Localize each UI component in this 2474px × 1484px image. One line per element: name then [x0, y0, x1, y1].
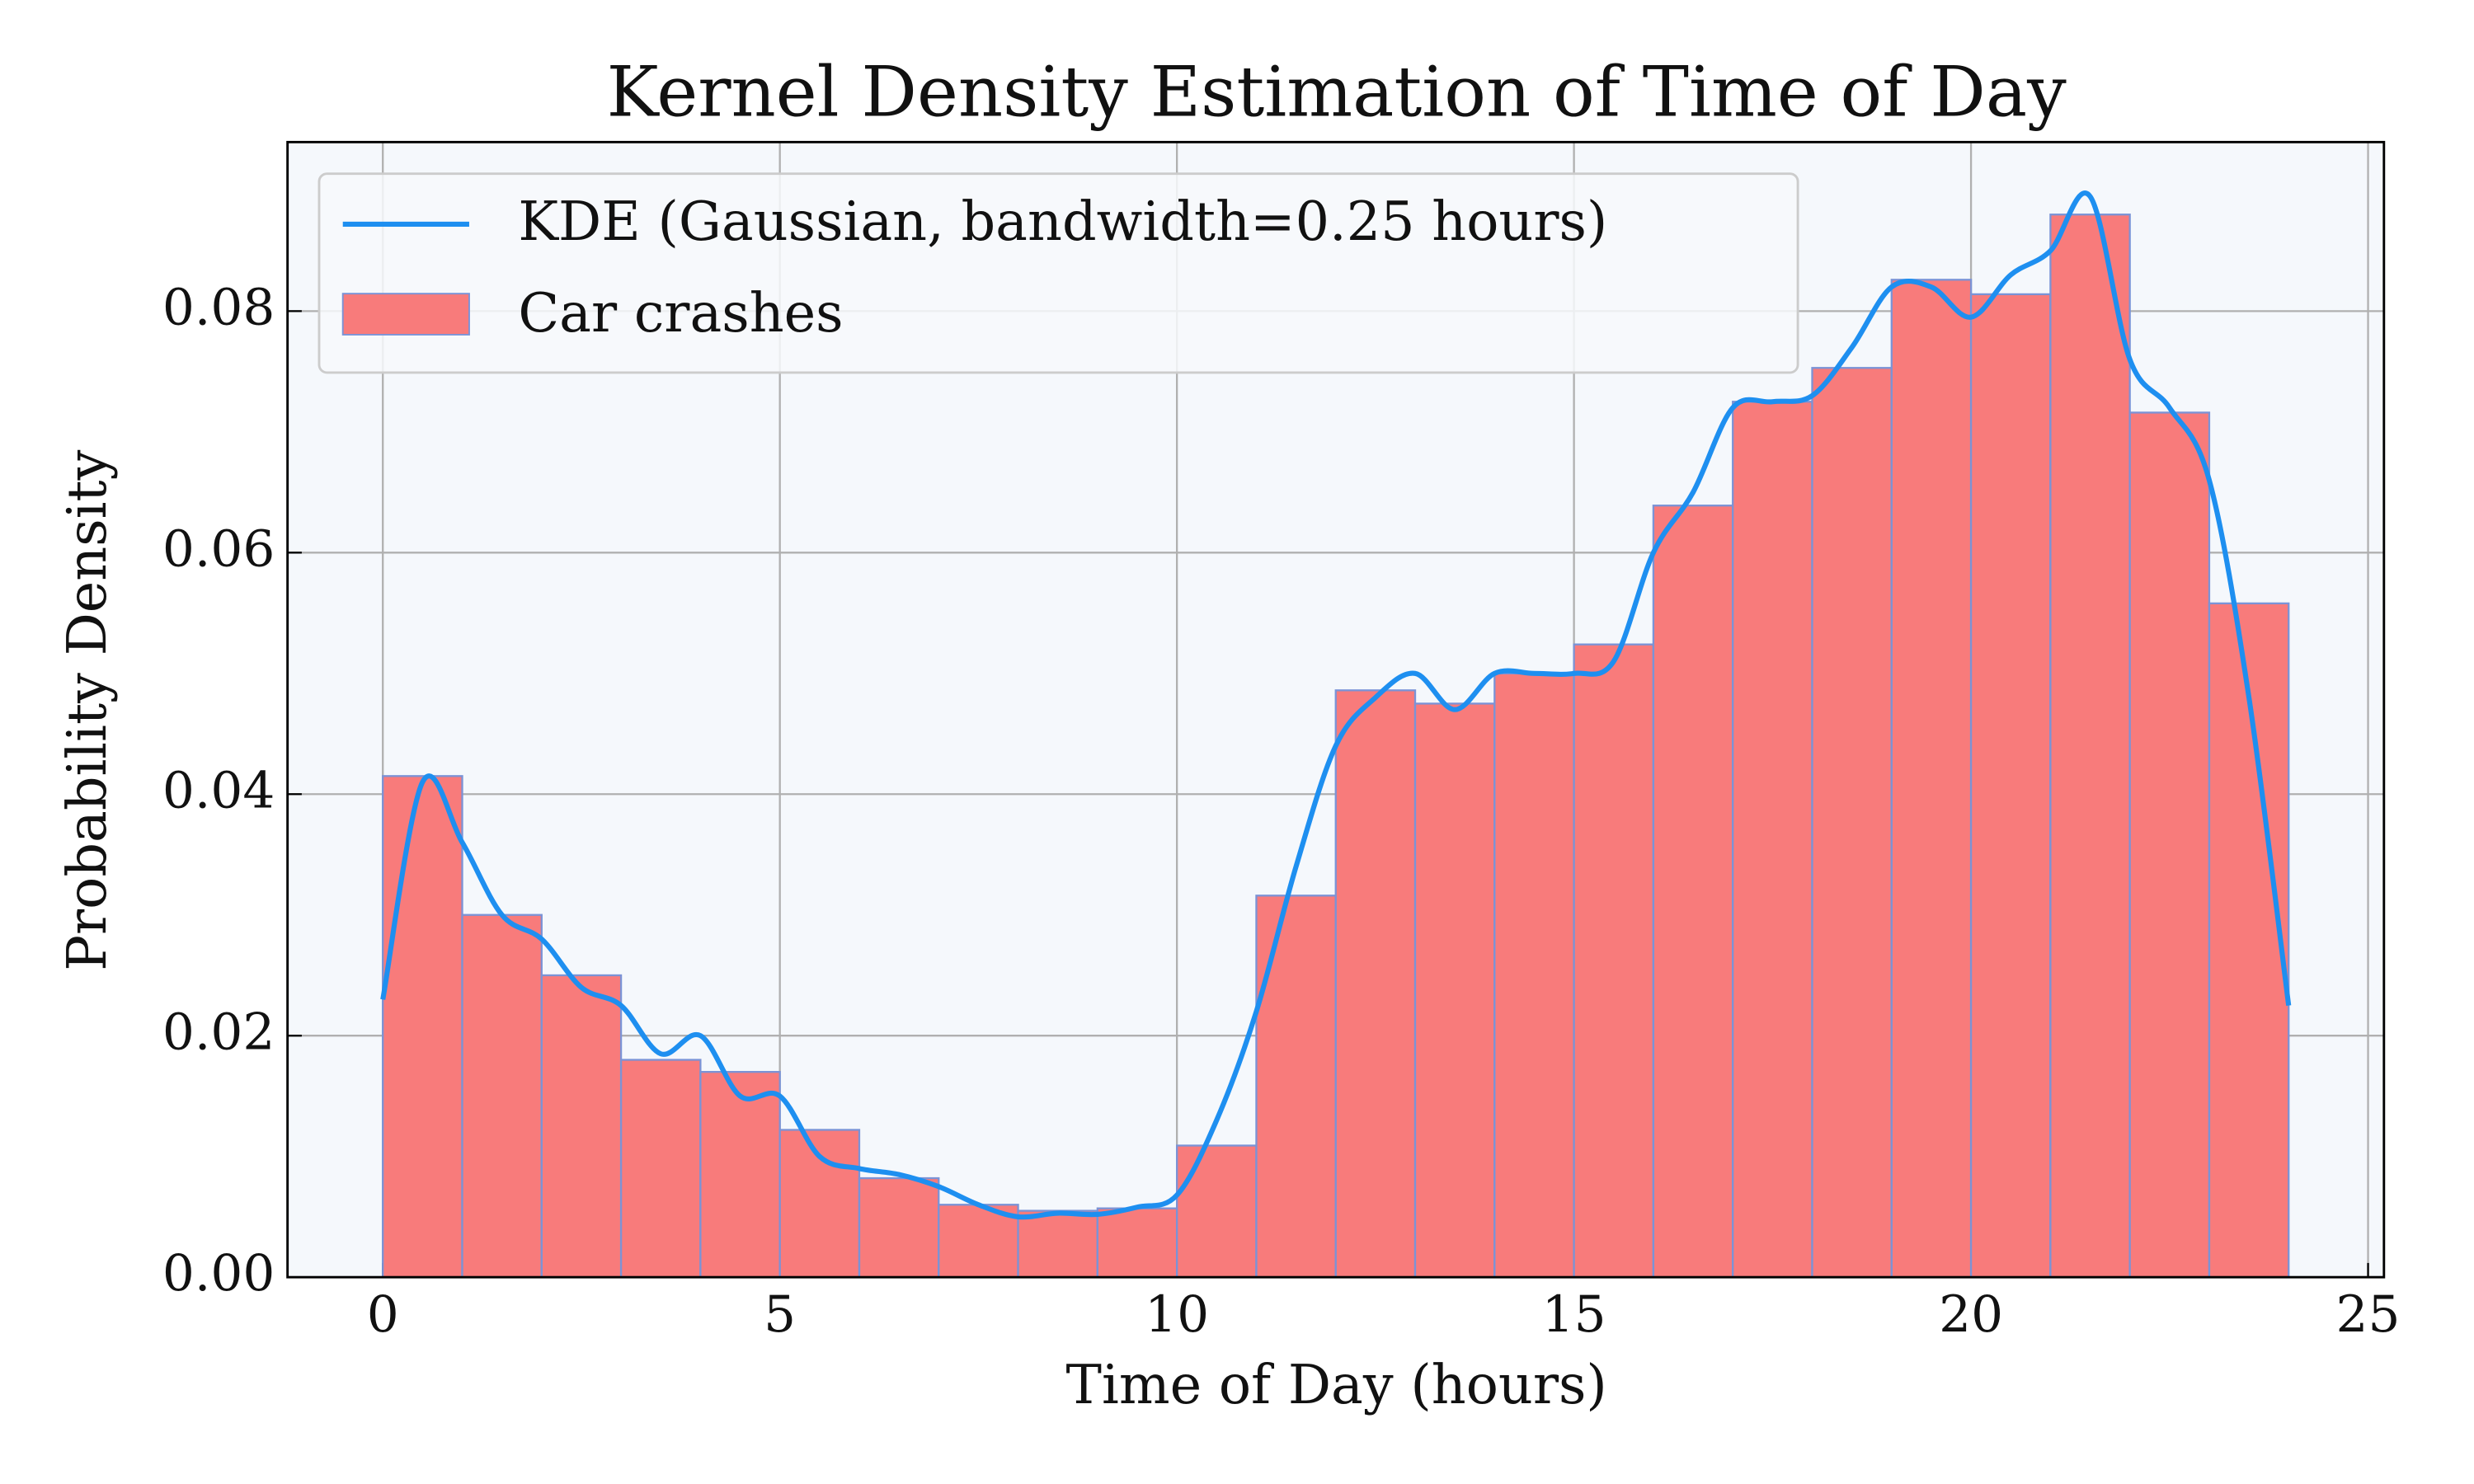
histogram-bar	[1255, 895, 1337, 1279]
x-axis-label: Time of Day (hours)	[1066, 1355, 1607, 1416]
legend-label: KDE (Gaussian, bandwidth=0.25 hours)	[518, 191, 1607, 253]
histogram-bar	[2049, 214, 2131, 1279]
chart-title: Kernel Density Estimation of Time of Day	[607, 52, 2067, 133]
histogram-bar	[938, 1204, 1019, 1279]
histogram-bar	[1175, 1144, 1258, 1279]
y-tick-label: 0.08	[162, 279, 275, 337]
histogram-bar	[1811, 367, 1893, 1279]
y-tick-label: 0.00	[162, 1244, 275, 1303]
histogram-bar	[1493, 672, 1575, 1279]
x-tick-label: 25	[2336, 1285, 2401, 1344]
histogram-bar	[1652, 505, 1734, 1279]
legend-box	[317, 172, 1799, 374]
histogram-bar	[858, 1176, 940, 1279]
histogram-bar	[699, 1071, 781, 1279]
histogram-bar	[1334, 689, 1417, 1279]
histogram-bar	[619, 1059, 702, 1279]
histogram-bar	[1732, 401, 1813, 1279]
plot-frame	[286, 140, 2386, 1279]
x-tick-label: 20	[1939, 1285, 2003, 1344]
kde-line	[380, 190, 2292, 1220]
histogram-bar	[1969, 293, 2052, 1279]
histogram-bar	[461, 913, 543, 1279]
y-tick-label: 0.02	[162, 1003, 275, 1061]
histogram-bar	[1413, 702, 1496, 1279]
x-tick-label: 5	[764, 1285, 796, 1344]
histogram-bar	[1096, 1207, 1178, 1279]
y-axis-label: Probability Density	[57, 449, 119, 970]
y-tick-label: 0.04	[162, 761, 275, 819]
histogram-bar	[382, 775, 463, 1279]
x-tick-label: 10	[1145, 1285, 1209, 1344]
x-tick-label: 0	[367, 1285, 399, 1344]
histogram-bar	[540, 974, 623, 1279]
legend-label: Car crashes	[518, 283, 843, 345]
histogram-bar	[778, 1129, 861, 1279]
histogram-bar	[2128, 411, 2211, 1279]
histogram-bar	[1890, 279, 1973, 1279]
histogram-bar	[1573, 643, 1655, 1279]
y-tick-label: 0.06	[162, 519, 275, 578]
x-tick-label: 15	[1542, 1285, 1606, 1344]
histogram-bar	[1017, 1209, 1099, 1279]
legend-patch	[341, 293, 470, 336]
